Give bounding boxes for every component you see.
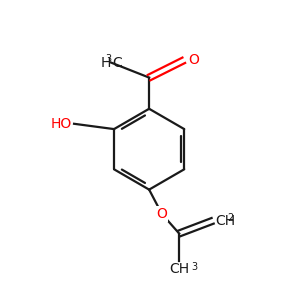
Text: 3: 3 xyxy=(105,54,111,64)
Text: 2: 2 xyxy=(228,213,234,223)
Text: HO: HO xyxy=(51,117,72,131)
Text: O: O xyxy=(188,53,199,67)
Text: H: H xyxy=(100,56,111,70)
Text: 3: 3 xyxy=(191,262,197,272)
Text: CH: CH xyxy=(215,214,235,228)
Text: C: C xyxy=(112,56,122,70)
Text: CH: CH xyxy=(169,262,189,276)
Text: O: O xyxy=(156,207,167,221)
